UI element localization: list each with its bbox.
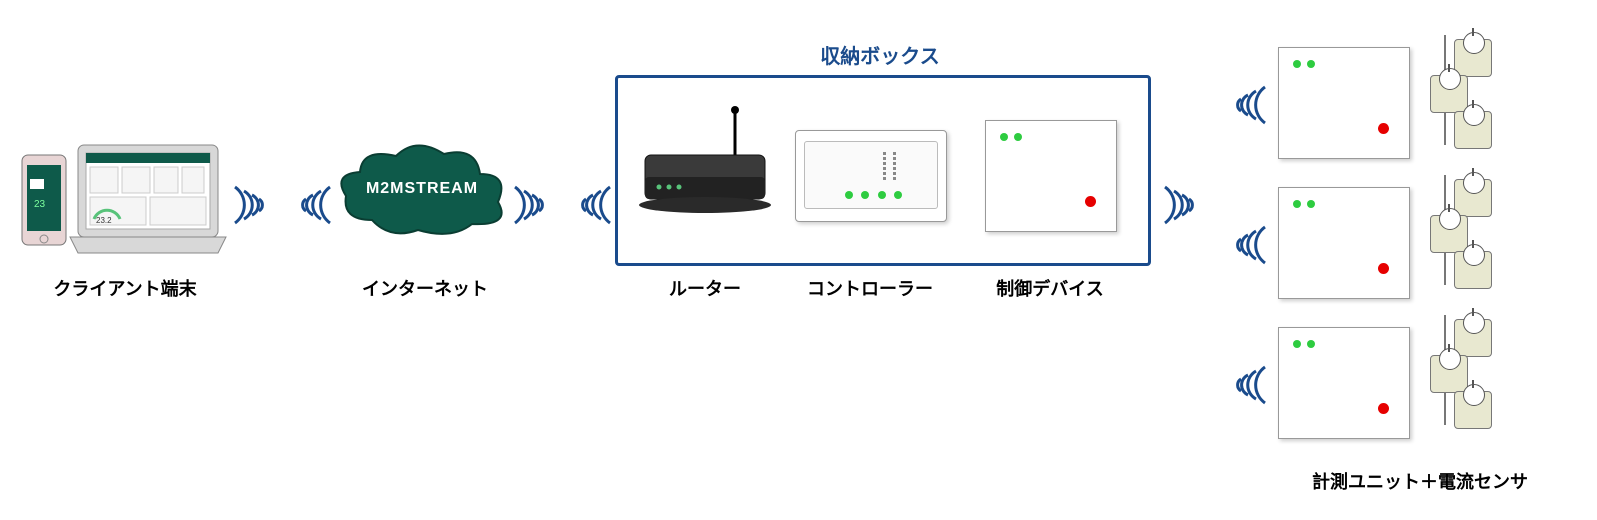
internet-cloud: M2MSTREAM [332,140,512,255]
measurement-unit [1220,315,1580,445]
measurement-label: 計測ユニット＋電流センサ [1255,468,1585,494]
measurement-device [1278,187,1410,299]
svg-text:23.2: 23.2 [96,216,112,225]
svg-text:23: 23 [34,199,46,210]
control-device [985,120,1117,232]
wifi-2-left [285,175,335,235]
client-devices: 23 23.2 [20,135,220,270]
router-label: ルーター [635,275,775,301]
current-sensor [1454,111,1492,149]
current-sensor [1430,75,1468,113]
wifi-5-right [1160,175,1210,235]
client-devices-svg: 23 23.2 [20,135,230,265]
current-sensor [1454,179,1492,217]
current-sensors [1430,39,1500,159]
wifi-left-icon [1220,75,1270,135]
internet-label: インターネット [340,275,510,301]
current-sensor [1454,319,1492,357]
controller-label: コントローラー [790,275,950,301]
current-sensors [1430,319,1500,439]
wifi-left-icon [1220,355,1270,415]
current-sensor [1454,391,1492,429]
wifi-left-icon [1220,215,1270,275]
current-sensor [1430,215,1468,253]
current-sensor [1430,355,1468,393]
controller [795,130,947,222]
measurement-unit [1220,175,1580,305]
wifi-3-right [510,175,560,235]
measurement-device [1278,47,1410,159]
measurement-device [1278,327,1410,439]
wifi-1-right [230,175,280,235]
current-sensor [1454,39,1492,77]
measurement-unit [1220,35,1580,165]
control-device-label: 制御デバイス [975,275,1125,301]
system-diagram: 23 23.2 クライアント端末 [20,20,1577,500]
cloud-text: M2MSTREAM [332,180,512,198]
storage-box-title: 収納ボックス [615,40,1145,69]
client-label: クライアント端末 [30,275,220,301]
current-sensors [1430,179,1500,299]
wifi-4-left [565,175,615,235]
current-sensor [1454,251,1492,289]
router [635,105,775,240]
